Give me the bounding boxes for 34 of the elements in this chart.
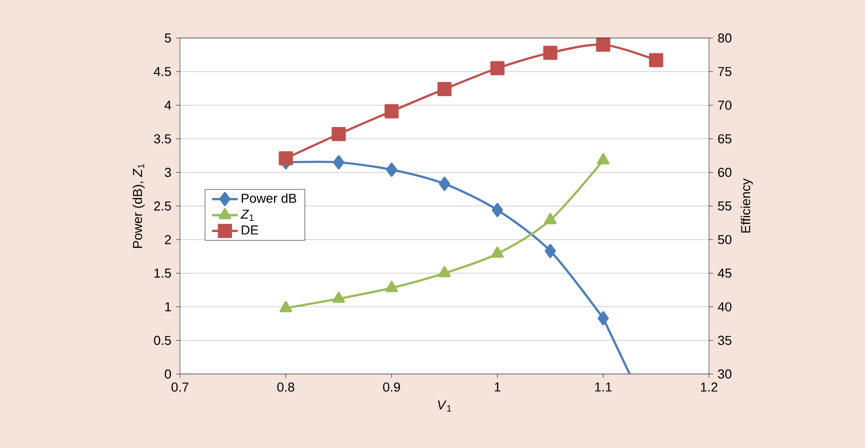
- y2-tick-label: 55: [718, 201, 732, 211]
- x-tick-label: 1: [494, 382, 500, 392]
- y2-tick-label: 50: [718, 235, 732, 244]
- y-tick-label: 1.5: [154, 268, 171, 278]
- legend-label: Power dB: [242, 193, 296, 203]
- y-tick-label: 1: [165, 302, 171, 312]
- y-tick-label: 2: [164, 235, 171, 244]
- y2-tick-label: 65: [718, 134, 732, 144]
- y-tick-label: 5: [164, 33, 171, 43]
- y-tick-label: 0: [164, 369, 171, 379]
- y-axis-title: Power (dB), Z$_{1}$: [132, 164, 145, 248]
- y-tick-label: 0.5: [154, 336, 171, 345]
- y-tick-label: 3.5: [154, 134, 171, 144]
- x-tick-label: 1.2: [700, 382, 718, 392]
- y2-tick-label: 70: [718, 100, 732, 110]
- y2-axis-title: Efficiency: [740, 178, 753, 233]
- y-tick-label: 4.5: [154, 67, 171, 76]
- y-tick-label: 4: [164, 100, 172, 110]
- y2-tick-label: 30: [718, 369, 732, 379]
- x-tick-label: 0.8: [277, 382, 294, 392]
- y2-tick-label: 75: [718, 67, 732, 76]
- y2-tick-label: 35: [718, 336, 732, 345]
- legend-label: Z$_{1}$: [240, 210, 254, 221]
- y2-tick-label: 60: [718, 168, 732, 177]
- y-tick-label: 2.5: [154, 201, 171, 211]
- y2-tick-label: 45: [718, 268, 732, 278]
- x-axis-title: V$_{1}$: [438, 400, 452, 412]
- y2-tick-label: 40: [718, 302, 732, 312]
- y-tick-label: 3: [164, 168, 171, 177]
- x-tick-label: 1.1: [595, 382, 612, 392]
- x-tick-label: 0.7: [172, 382, 188, 392]
- legend-label: DE: [242, 226, 258, 234]
- y2-tick-label: 80: [718, 33, 732, 43]
- x-tick-label: 0.9: [383, 382, 400, 392]
